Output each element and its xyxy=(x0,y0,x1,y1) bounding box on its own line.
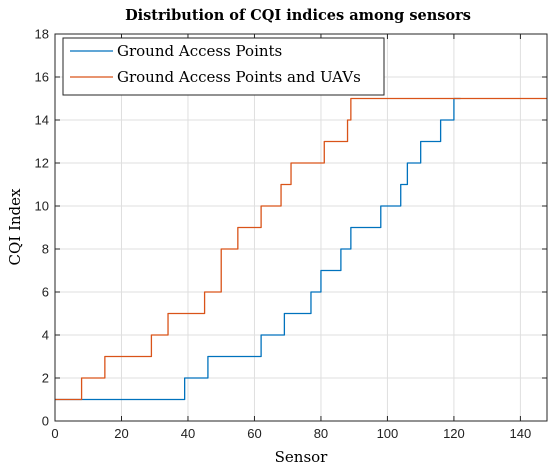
y-tick-label: 14 xyxy=(35,113,49,128)
x-tick-label: 20 xyxy=(114,426,128,441)
axis-ticks: 0 20 40 60 80 100 120 140 0 2 4 6 8 10 12 14 16 18 xyxy=(35,27,547,441)
x-tick-label: 80 xyxy=(314,426,328,441)
x-tick-label: 0 xyxy=(51,426,58,441)
legend-box xyxy=(62,37,385,96)
legend-label-ground-access-points-and-uavs: Ground Access Points and UAVs xyxy=(117,68,361,86)
plot-area-frame xyxy=(54,33,548,422)
x-axis-label: Sensor xyxy=(275,448,329,466)
y-tick-label: 2 xyxy=(42,371,49,386)
y-tick-label: 10 xyxy=(35,199,49,214)
x-tick-label: 140 xyxy=(510,426,532,441)
legend: Ground Access Points Ground Access Point… xyxy=(62,37,385,96)
y-axis-label: CQI Index xyxy=(6,188,24,266)
x-tick-label: 40 xyxy=(181,426,195,441)
x-tick-label: 60 xyxy=(247,426,261,441)
chart-title: Distribution of CQI indices among sensor… xyxy=(125,7,471,24)
x-tick-label: 100 xyxy=(377,426,399,441)
series-line-ground-access-points xyxy=(55,97,461,401)
y-tick-label: 16 xyxy=(35,70,49,85)
y-tick-label: 6 xyxy=(42,285,49,300)
data-series xyxy=(55,97,547,401)
y-tick-label: 8 xyxy=(42,242,49,257)
legend-label-ground-access-points: Ground Access Points xyxy=(117,42,282,60)
y-tick-label: 0 xyxy=(42,414,49,429)
y-tick-label: 4 xyxy=(42,328,49,343)
x-tick-label: 120 xyxy=(443,426,465,441)
series-line-ground-access-points-and-uavs xyxy=(55,97,547,401)
y-tick-label: 12 xyxy=(35,156,49,171)
y-tick-label: 18 xyxy=(35,27,49,42)
